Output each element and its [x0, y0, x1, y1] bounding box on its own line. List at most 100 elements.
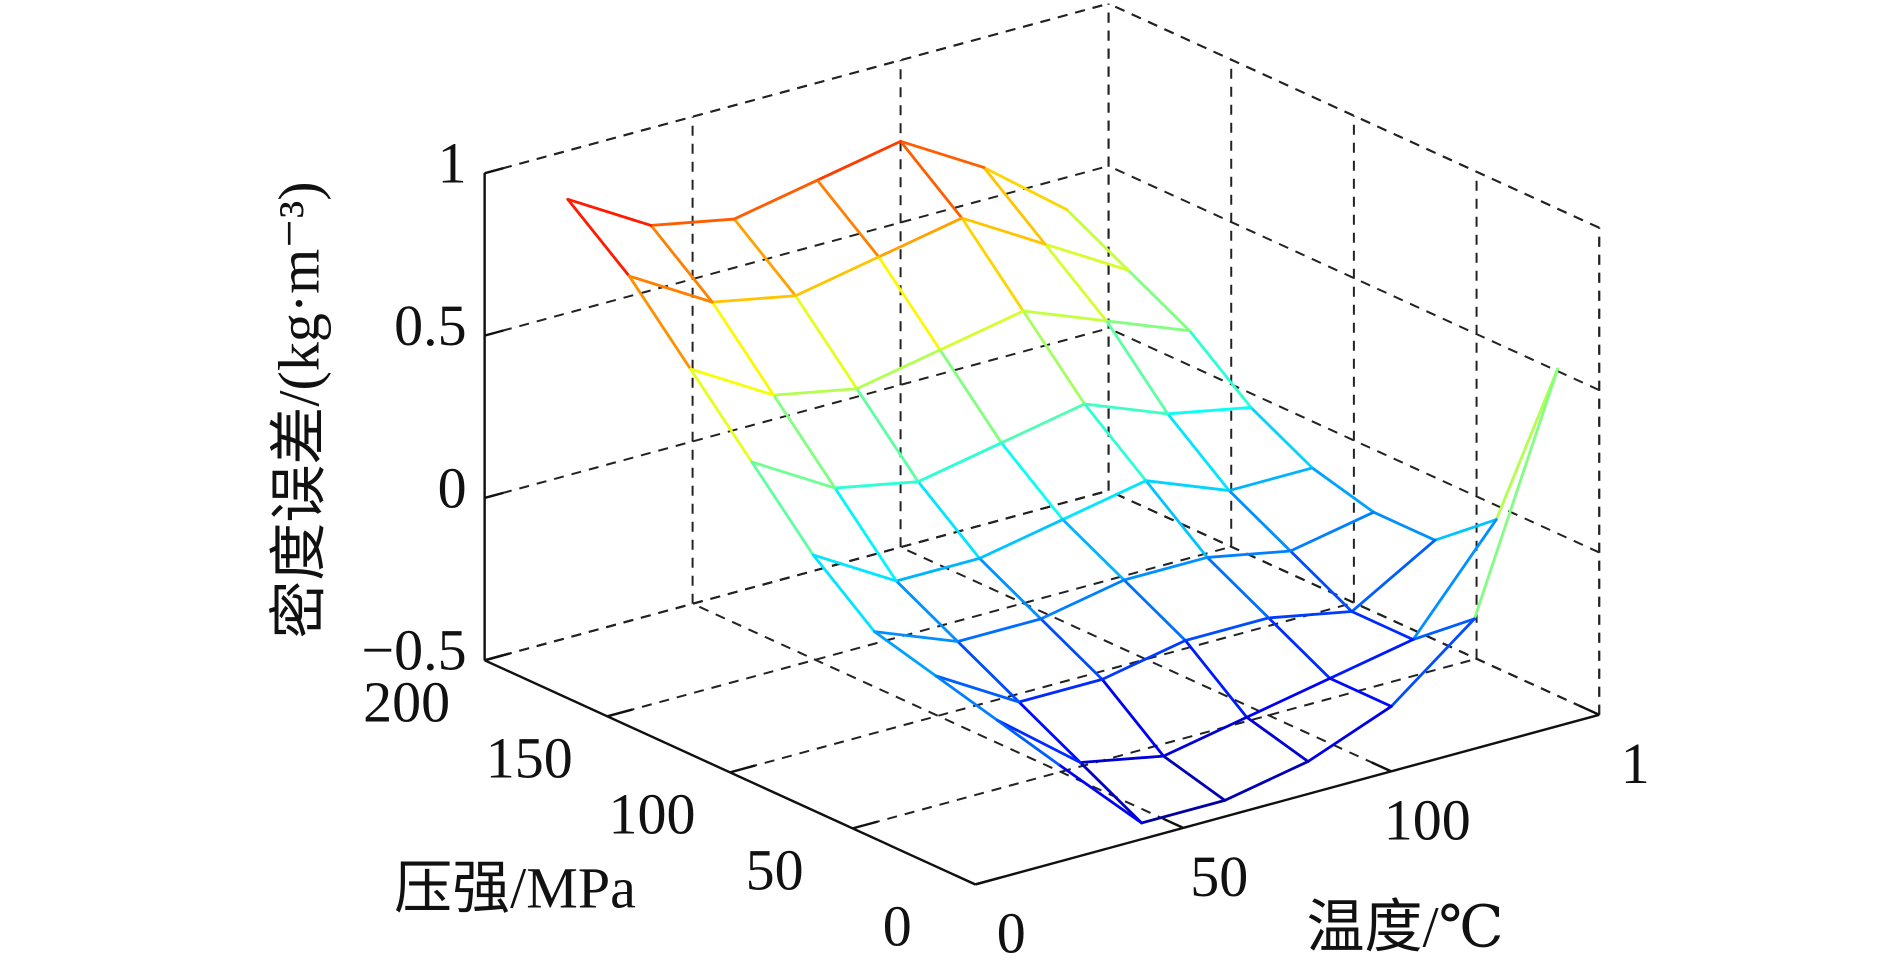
mesh-edge: [710, 294, 797, 304]
mesh-edge: [1289, 510, 1376, 553]
x-tick: [1371, 761, 1392, 773]
mesh-edge: [1122, 556, 1209, 582]
mesh-edge: [1122, 578, 1187, 642]
mesh-edge: [1166, 406, 1253, 416]
mesh-edge: [999, 402, 1086, 445]
y-tick: [852, 820, 878, 830]
mesh-edge: [1039, 617, 1104, 681]
mesh-edge: [1105, 319, 1170, 416]
mesh-edge: [978, 518, 1065, 560]
mesh-edge: [1083, 402, 1170, 416]
mesh-edge: [1249, 406, 1314, 470]
mesh-edge: [1061, 479, 1148, 521]
mesh-edge: [1100, 677, 1165, 758]
mesh-edge: [934, 674, 1021, 704]
mesh-edge: [978, 556, 1043, 621]
mesh-edge: [732, 178, 819, 221]
mesh-edge: [1188, 329, 1253, 409]
mesh-edge: [732, 217, 797, 298]
x-tick: [1579, 704, 1600, 716]
mesh-edge: [982, 166, 1047, 246]
mesh-edge: [1227, 466, 1314, 492]
mesh-edge: [772, 393, 837, 490]
mesh-edge: [960, 216, 1047, 246]
mesh-edge: [956, 640, 1021, 704]
mesh-edge: [938, 348, 1003, 445]
mesh-edge: [750, 460, 837, 490]
mesh-edge: [995, 718, 1060, 766]
mesh-edge: [1433, 518, 1498, 542]
mesh-edge: [1140, 798, 1227, 825]
x-axis: [974, 713, 1600, 886]
mesh-edge: [855, 387, 920, 484]
mesh-edge: [1205, 556, 1270, 620]
mesh-edge: [873, 630, 960, 643]
mesh-edge: [1245, 676, 1332, 719]
z-tick-label: −0.5: [361, 618, 466, 683]
mesh-edge: [1306, 705, 1393, 763]
y-tick: [606, 708, 633, 718]
y-tick-label: 200: [363, 670, 450, 735]
x-tick-label: 0: [997, 901, 1026, 966]
z-tick-label: 1: [438, 131, 467, 196]
mesh-edge: [1021, 309, 1086, 406]
y-tick: [729, 764, 756, 774]
mesh-edge: [899, 139, 964, 220]
mesh-edge: [873, 630, 938, 678]
mesh-edge: [894, 579, 960, 643]
mesh-edge: [1328, 676, 1393, 708]
mesh-edge: [1144, 479, 1231, 492]
mesh-edge: [1057, 763, 1144, 825]
mesh-edge: [1310, 466, 1376, 514]
mesh-edge: [1126, 268, 1192, 333]
y-axis-label: 压强/MPa: [394, 855, 636, 920]
mesh-edge: [1411, 518, 1498, 641]
mesh-edge: [772, 387, 859, 397]
grid-line: [484, 327, 1109, 499]
mesh-edge: [815, 178, 881, 259]
mesh-edge: [566, 197, 653, 227]
mesh-edge: [1162, 715, 1249, 758]
mesh-edge: [1183, 639, 1249, 719]
mesh-edge: [1183, 616, 1270, 642]
mesh-edge: [1043, 242, 1130, 272]
mesh-edge: [1166, 412, 1231, 492]
mesh-edge: [815, 139, 902, 182]
mesh-edge: [689, 367, 776, 397]
mesh-edge: [627, 274, 692, 371]
grid-line: [692, 602, 1184, 829]
z-tick: [484, 654, 504, 662]
x-axis-label: 温度/℃: [1307, 894, 1504, 959]
mesh-edge: [811, 553, 876, 634]
mesh-edge: [1039, 578, 1126, 621]
mesh-edge: [1144, 479, 1209, 559]
z-tick: [484, 329, 504, 337]
mesh-edge: [877, 216, 964, 259]
mesh-edge: [1078, 754, 1165, 764]
mesh-edge: [1267, 616, 1332, 680]
x-tick-label: 50: [1190, 844, 1248, 909]
y-tick: [974, 876, 1001, 886]
mesh-edge: [899, 139, 986, 169]
mesh-edge: [1227, 489, 1292, 553]
mesh-edge: [934, 674, 999, 722]
mesh-edge: [1078, 761, 1144, 825]
y-tick-label: 0: [883, 894, 912, 959]
mesh-edge: [833, 480, 920, 490]
z-axis-label: 密度误差/(kg·m⁻³): [266, 181, 331, 638]
mesh-edge: [1245, 715, 1310, 763]
mesh-edge: [1223, 760, 1310, 802]
mesh-edge: [649, 224, 714, 304]
mesh-edge: [1083, 402, 1148, 483]
mesh-edge: [960, 216, 1025, 313]
mesh-edge: [1017, 677, 1104, 704]
z-tick: [484, 167, 504, 175]
mesh-edge: [1061, 518, 1126, 582]
mesh-edge: [649, 217, 736, 227]
mesh-edge: [1473, 367, 1560, 621]
mesh-edge: [916, 441, 1003, 484]
grid-line: [484, 2, 1109, 175]
mesh-edge: [1494, 367, 1560, 521]
x-tick: [1163, 817, 1184, 829]
